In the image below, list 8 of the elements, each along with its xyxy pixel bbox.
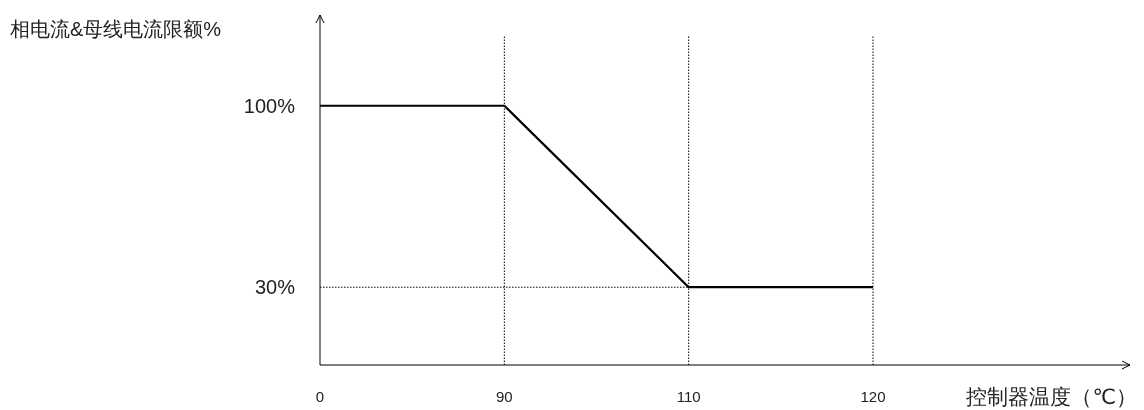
x-axis-title: 控制器温度（℃） bbox=[966, 385, 1137, 408]
x-tick-label: 90 bbox=[495, 388, 513, 405]
y-tick-label: 30% bbox=[254, 276, 296, 299]
x-tick-label: 120 bbox=[860, 388, 886, 405]
x-tick-label: 110 bbox=[676, 388, 701, 405]
x-tick-label: 0 bbox=[315, 388, 325, 405]
y-axis-title: 相电流&母线电流限额% bbox=[10, 18, 222, 40]
y-tick-label: 100% bbox=[243, 94, 296, 117]
